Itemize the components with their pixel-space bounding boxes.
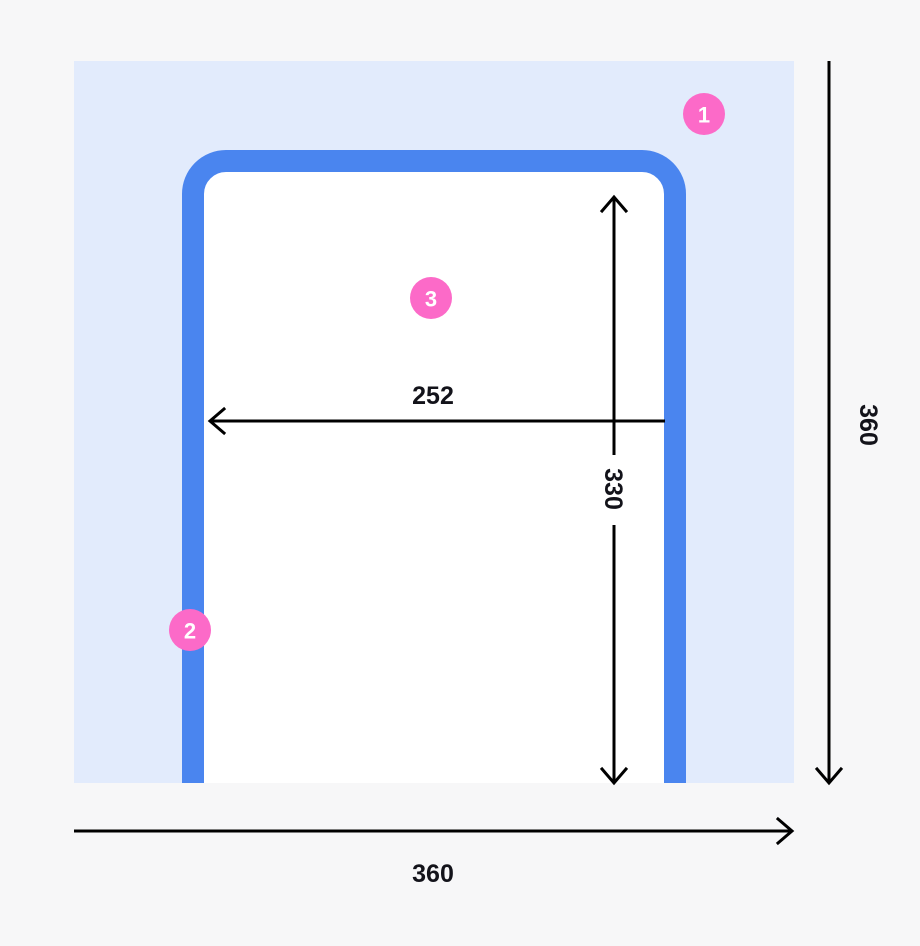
dim-outer-width-label: 360: [412, 860, 454, 888]
dim-outer-height-label: 360: [854, 404, 882, 446]
badge-1-circle[interactable]: [683, 93, 725, 135]
badge-3-circle[interactable]: [410, 277, 452, 319]
badge-1-label: 1: [698, 103, 710, 128]
dimension-inner-height: 330: [599, 194, 629, 786]
badge-2[interactable]: 2: [169, 609, 211, 651]
badge-1[interactable]: 1: [683, 93, 725, 135]
badge-3[interactable]: 3: [410, 277, 452, 319]
badge-3-label: 3: [425, 287, 437, 312]
device-frame: [182, 150, 686, 783]
device-frame-group: [182, 150, 686, 783]
dim-outer-height-arrowhead-bottom: [814, 766, 844, 786]
badge-2-circle[interactable]: [169, 609, 211, 651]
dimension-outer-width: 360: [74, 816, 795, 888]
dim-inner-width-arrowhead-left: [207, 406, 227, 436]
dimension-outer-height: 360: [814, 61, 882, 786]
dim-inner-width-label: 252: [412, 382, 454, 410]
dim-inner-height-arrowhead-top: [599, 194, 629, 214]
dim-inner-height-label: 330: [599, 468, 627, 510]
badge-2-label: 2: [184, 619, 196, 644]
dim-outer-width-arrowhead-right: [775, 816, 795, 846]
dimension-inner-width: 252: [207, 382, 665, 436]
dim-inner-height-arrowhead-bottom: [599, 766, 629, 786]
